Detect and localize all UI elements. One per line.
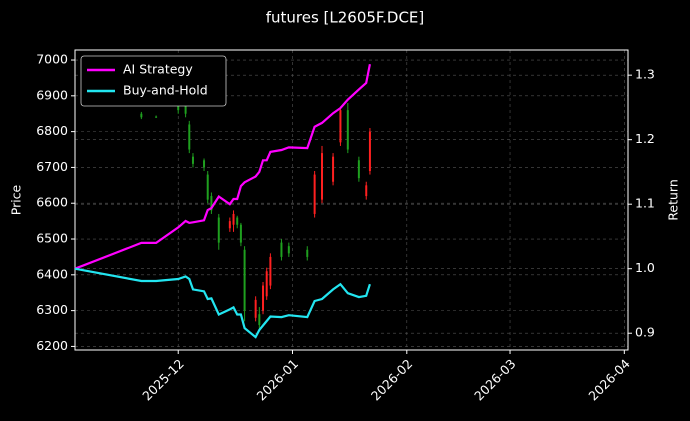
y-tick-label: 6600	[36, 195, 68, 210]
candle-body	[191, 156, 194, 164]
y2-axis-label: Return	[666, 179, 681, 220]
y-axis-label: Price	[9, 184, 24, 215]
candle-body	[155, 116, 158, 118]
y-tick-label: 6500	[36, 231, 68, 246]
candle-body	[228, 221, 231, 229]
legend-label: AI Strategy	[123, 62, 193, 77]
candle-body	[140, 113, 143, 118]
y-tick-label: 7000	[36, 52, 68, 67]
y2-tick-label: 1.1	[635, 196, 655, 211]
y-tick-label: 6800	[36, 123, 68, 138]
y-tick-label: 6900	[36, 87, 68, 102]
candle-body	[265, 271, 268, 297]
y2-tick-label: 1.3	[635, 67, 655, 82]
legend: AI Strategy Buy-and-Hold	[80, 55, 227, 107]
candle-body	[184, 102, 187, 114]
candle-body	[243, 249, 246, 311]
candle-body	[262, 285, 265, 311]
candle-body	[280, 242, 283, 257]
candle-body	[287, 246, 290, 254]
y2-tick-label: 0.9	[635, 325, 655, 340]
candle-body	[203, 160, 206, 168]
candle-body	[206, 174, 209, 200]
plot-frame	[74, 49, 629, 351]
candle-body	[232, 213, 235, 225]
candle-body	[217, 217, 220, 243]
candle-body	[210, 196, 213, 211]
candle-body	[368, 131, 371, 172]
candle-body	[236, 217, 239, 225]
y-tick-label: 6400	[36, 266, 68, 281]
candle-body	[321, 153, 324, 200]
y2-tick-label: 1.0	[635, 260, 655, 275]
candle-body	[188, 124, 191, 150]
candle-body	[269, 256, 272, 286]
candle-body	[357, 160, 360, 179]
y-tick-label: 6200	[36, 338, 68, 353]
candle-body	[313, 174, 316, 214]
legend-label: Buy-and-Hold	[123, 83, 208, 98]
candle-body	[339, 110, 342, 143]
y-tick-label: 6700	[36, 159, 68, 174]
y2-tick-label: 1.2	[635, 131, 655, 146]
candle-body	[254, 299, 257, 318]
candle-body	[258, 314, 261, 325]
candle-body	[365, 185, 368, 197]
candle-body	[346, 110, 349, 150]
chart-title: futures [L2605F.DCE]	[266, 9, 425, 27]
candle-body	[332, 156, 335, 182]
legend-box	[80, 55, 227, 107]
candle-body	[239, 224, 242, 243]
return-line	[74, 267, 371, 339]
return-line	[74, 63, 371, 270]
y-tick-label: 6300	[36, 302, 68, 317]
candle-body	[306, 249, 309, 257]
